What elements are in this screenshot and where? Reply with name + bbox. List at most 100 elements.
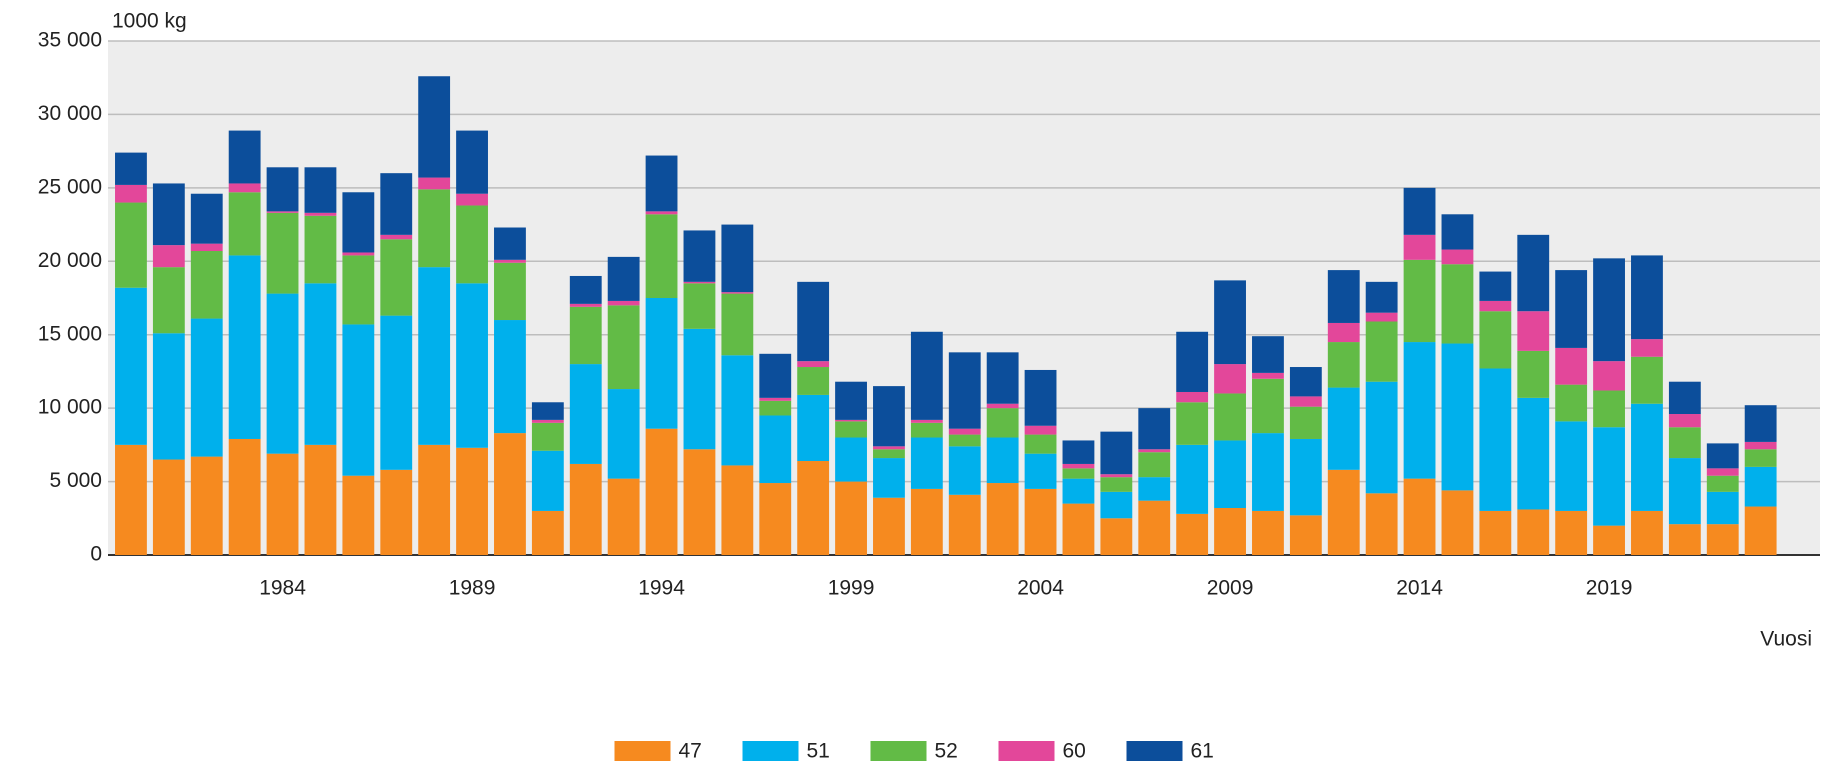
bar-segment [456,194,488,206]
bar-segment [418,76,450,177]
bar-segment [1214,508,1246,555]
bar-segment [608,305,640,389]
bar-segment [418,445,450,555]
bar-segment [1366,382,1398,494]
bar-segment [1214,364,1246,393]
legend-label: 61 [1191,740,1214,763]
bar-segment [570,304,602,307]
bar-segment [1555,511,1587,555]
x-tick-label: 1989 [449,577,496,600]
bar-segment [1631,357,1663,404]
bar-segment [1669,524,1701,555]
bar-segment [987,404,1019,408]
bar-segment [342,252,374,255]
bar-segment [646,429,678,555]
bar-segment [987,438,1019,484]
bar-segment [1063,468,1095,478]
bar-segment [1100,432,1132,475]
bar-segment [1593,258,1625,361]
bar-segment [1707,476,1739,492]
bar-segment [1176,332,1208,392]
bar-segment [267,211,299,212]
bar-segment [532,451,564,511]
x-tick-label: 1994 [638,577,685,600]
bar-segment [835,482,867,555]
bar-segment [1025,370,1057,426]
bar-segment [305,167,337,213]
bar-segment [191,244,223,251]
legend-swatch [1127,741,1183,761]
bar-segment [1404,260,1436,342]
bar-segment [418,189,450,267]
bar-segment [1404,342,1436,479]
bar-segment [1100,492,1132,518]
bar-segment [532,511,564,555]
bar-segment [1745,449,1777,467]
bar-segment [494,260,526,263]
bar-segment [153,183,185,245]
bar-segment [1138,477,1170,500]
bar-segment [456,283,488,447]
bar-segment [380,239,412,315]
bar-segment [1593,391,1625,428]
bar-segment [1479,311,1511,368]
bar-segment [949,446,981,494]
bar-segment [873,458,905,498]
bar-segment [380,173,412,235]
bar-segment [1517,235,1549,311]
bar-segment [1631,339,1663,357]
bar-segment [1290,515,1322,555]
bar-segment [1517,398,1549,510]
bar-segment [646,211,678,214]
bar-segment [835,438,867,482]
bar-segment [1328,388,1360,470]
bar-segment [911,489,943,555]
bar-segment [229,131,261,184]
bar-segment [570,276,602,304]
legend-label: 47 [679,740,702,763]
bar-segment [1252,336,1284,373]
bar-segment [608,479,640,555]
bar-segment [153,267,185,333]
bar-segment [418,267,450,445]
bar-segment [1442,214,1474,249]
y-tick-label: 30 000 [38,102,102,125]
bar-segment [646,156,678,212]
bar-segment [1366,313,1398,322]
bar-segment [1063,464,1095,468]
bar-segment [1707,524,1739,555]
bar-segment [305,213,337,216]
bar-segment [1063,504,1095,555]
bar-segment [721,292,753,293]
bar-segment [646,214,678,298]
bar-segment [153,245,185,267]
bar-segment [1669,414,1701,427]
bar-segment [1404,479,1436,555]
bar-segment [305,445,337,555]
bar-segment [1290,367,1322,396]
bar-segment [1404,188,1436,235]
bar-segment [267,167,299,211]
bar-segment [1025,489,1057,555]
bar-segment [608,389,640,479]
x-axis-label: Vuosi [1760,628,1812,651]
bar-segment [1555,348,1587,385]
bar-segment [1214,280,1246,364]
x-tick-label: 1999 [828,577,875,600]
bar-segment [456,205,488,283]
x-tick-label: 2014 [1396,577,1443,600]
bar-segment [684,329,716,449]
y-tick-label: 0 [90,543,102,566]
bar-segment [1290,439,1322,515]
bar-segment [911,332,943,420]
bar-segment [1100,477,1132,492]
bar-segment [305,216,337,284]
bar-segment [1442,250,1474,265]
bar-segment [532,420,564,423]
bar-segment [1138,501,1170,555]
y-axis-label: 1000 kg [112,10,187,33]
bar-segment [1138,452,1170,477]
bar-segment [191,457,223,555]
bar-segment [494,263,526,320]
legend-swatch [743,741,799,761]
